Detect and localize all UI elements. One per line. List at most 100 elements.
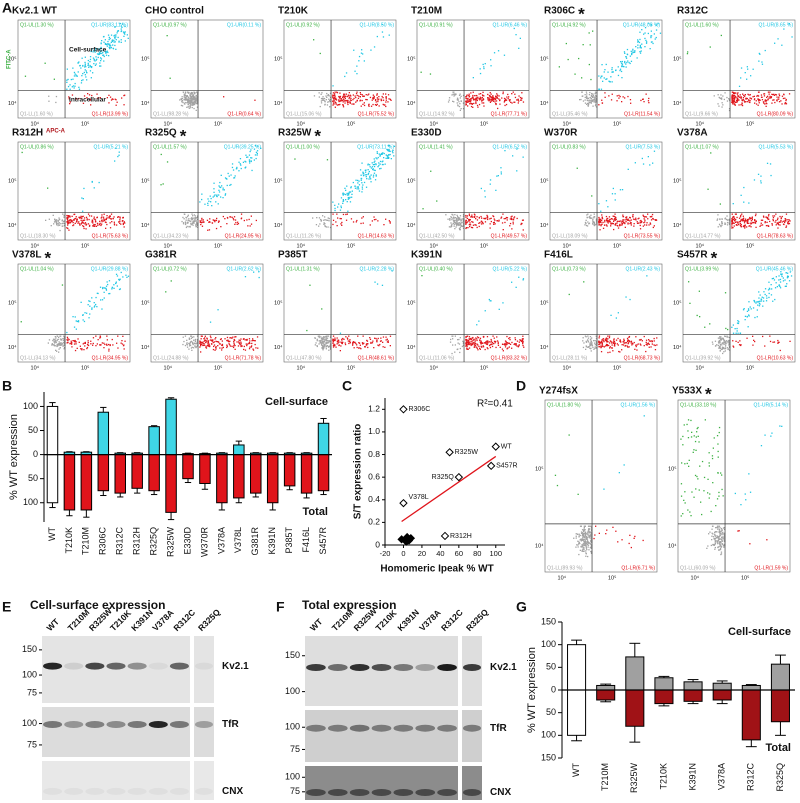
event-dot [86, 347, 88, 350]
event-dot [517, 99, 519, 101]
event-dot [334, 209, 336, 212]
event-dot [583, 532, 586, 535]
quadrant-label: Q1-LL(35.46 %) [552, 111, 588, 117]
event-dot [339, 217, 341, 220]
event-dot [639, 51, 641, 53]
event-dot [465, 223, 467, 225]
event-dot [466, 340, 468, 342]
event-dot [322, 348, 324, 350]
event-dot [66, 88, 68, 90]
event-dot [482, 342, 484, 344]
event-dot [70, 340, 72, 342]
event-dot [190, 97, 193, 99]
event-dot [344, 75, 346, 78]
event-dot [741, 213, 743, 215]
event-dot [586, 533, 588, 535]
event-dot [750, 223, 752, 225]
event-dot [187, 214, 189, 216]
event-dot [764, 221, 766, 223]
event-dot [456, 99, 458, 101]
event-dot [217, 341, 219, 343]
event-dot [88, 215, 91, 217]
event-dot [775, 224, 777, 226]
event-dot [186, 346, 189, 348]
event-dot [651, 215, 653, 218]
event-dot [194, 96, 196, 98]
event-dot [234, 339, 236, 341]
quadrant-label: Q1-UL(4.92 %) [552, 22, 586, 28]
event-dot [498, 98, 500, 100]
event-dot [206, 219, 209, 221]
event-dot [636, 344, 638, 346]
event-dot [741, 103, 743, 105]
event-dot [621, 65, 623, 68]
event-dot [384, 163, 386, 165]
event-dot [728, 341, 731, 343]
event-dot [454, 335, 456, 337]
event-dot [107, 40, 109, 43]
event-dot [580, 98, 582, 101]
event-dot [715, 505, 717, 507]
event-dot [360, 105, 362, 107]
event-dot [601, 64, 603, 66]
event-dot [120, 271, 122, 274]
event-dot [639, 47, 641, 49]
event-dot [771, 102, 773, 104]
event-dot [590, 552, 593, 554]
event-dot [617, 74, 620, 77]
event-dot [459, 351, 461, 354]
event-dot [649, 48, 651, 50]
event-dot [481, 94, 484, 96]
event-dot [742, 218, 744, 221]
event-dot [506, 217, 509, 219]
event-dot [213, 341, 216, 343]
event-dot [769, 220, 771, 223]
event-dot [619, 95, 621, 98]
event-dot [468, 347, 471, 349]
event-dot [584, 94, 586, 96]
event-dot [351, 190, 353, 192]
event-dot [585, 543, 587, 545]
dot-cloud [732, 162, 772, 205]
event-dot [75, 75, 77, 77]
event-dot [592, 99, 594, 101]
event-dot [216, 217, 218, 220]
event-dot [363, 181, 366, 184]
event-dot [733, 225, 735, 227]
y-tick-label: 10⁴ [407, 100, 416, 107]
event-dot [229, 345, 232, 347]
event-dot [590, 552, 593, 554]
event-dot [323, 340, 325, 343]
event-dot [324, 225, 326, 228]
flow-title: Kv2.1 WT [12, 6, 57, 17]
event-dot [607, 206, 609, 208]
event-dot [757, 95, 760, 97]
event-dot [454, 214, 456, 216]
event-dot [489, 96, 491, 98]
event-dot [54, 341, 56, 343]
event-dot [337, 342, 339, 344]
event-dot [392, 149, 394, 151]
event-dot [355, 92, 358, 95]
event-dot [637, 44, 639, 46]
event-dot [53, 339, 55, 341]
event-dot [54, 342, 56, 344]
event-dot [457, 105, 459, 107]
event-dot [708, 452, 710, 454]
event-dot [71, 220, 73, 223]
event-dot [599, 342, 601, 344]
event-dot [348, 92, 350, 94]
event-dot [719, 218, 721, 220]
x-tick-label: 10⁴ [430, 120, 439, 127]
event-dot [598, 346, 600, 348]
event-dot [585, 550, 587, 552]
event-dot [514, 339, 517, 341]
event-dot [473, 339, 475, 341]
flow-plot: V378L *Q1-UL(1.04 %) Q1-UR(29.88 %)Q1-LL(3… [8, 248, 131, 371]
event-dot [737, 99, 739, 101]
event-dot [710, 152, 712, 154]
event-dot [356, 65, 358, 67]
x-tick-label: 10⁵ [214, 242, 222, 249]
panel-label: E [2, 599, 11, 615]
event-dot [188, 100, 190, 102]
